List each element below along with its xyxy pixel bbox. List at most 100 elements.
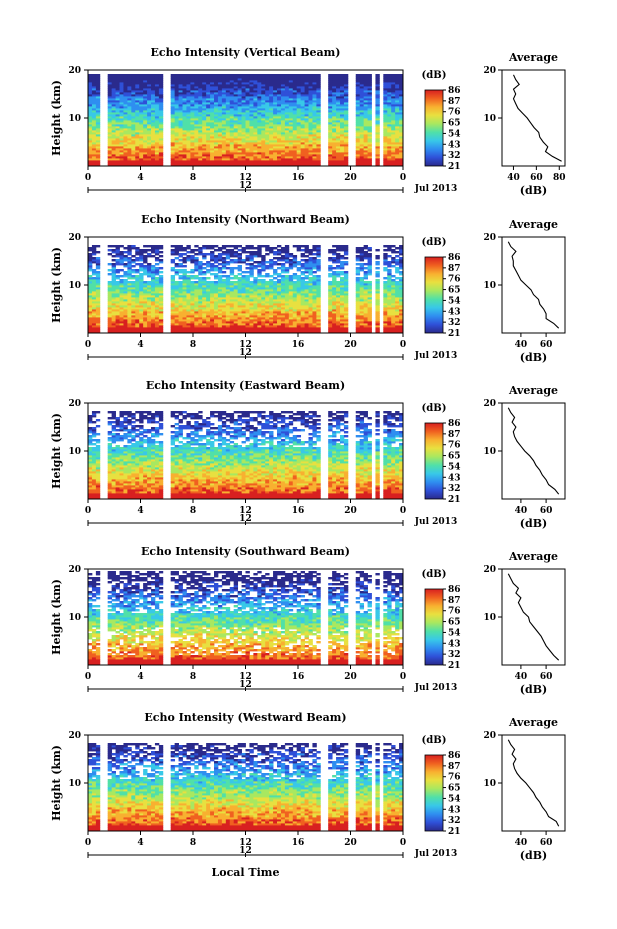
colorbar-tick-label: 54 bbox=[448, 129, 461, 139]
avg-y-tick-label: 10 bbox=[483, 114, 496, 124]
y-tick-label: 10 bbox=[68, 779, 81, 789]
avg-x-tick-label: 60 bbox=[540, 672, 553, 682]
x-tick-label: 0 bbox=[85, 340, 91, 350]
x-tick-label: 0 bbox=[400, 340, 406, 350]
colorbar-tick-label: 65 bbox=[448, 286, 461, 296]
avg-y-tick-label: 10 bbox=[483, 281, 496, 291]
avg-x-tick-label: 40 bbox=[515, 340, 528, 350]
colorbar-tick-label: 32 bbox=[448, 318, 461, 328]
average-panel: Average 20 10 40 60(dB) bbox=[483, 384, 566, 530]
colorbar-tick-label: 54 bbox=[448, 628, 461, 638]
colorbar-tick-label: 65 bbox=[448, 119, 461, 129]
average-frame bbox=[501, 734, 566, 832]
avg-x-tick-label: 40 bbox=[515, 672, 528, 682]
y-tick-label: 20 bbox=[68, 399, 81, 409]
x-tick-label: 8 bbox=[190, 173, 196, 183]
x-tick-label: 20 bbox=[344, 838, 357, 848]
x-tick-label: 12 bbox=[239, 672, 252, 682]
date-marker: 12 bbox=[239, 181, 252, 191]
panel-title: Echo Intensity (Northward Beam) bbox=[141, 213, 350, 226]
x-tick-label: 8 bbox=[190, 340, 196, 350]
avg-x-tick-label: 60 bbox=[540, 838, 553, 848]
colorbar-tick-label: 76 bbox=[448, 773, 461, 783]
month-label: Jul 2013 bbox=[414, 351, 457, 361]
month-label: Jul 2013 bbox=[414, 849, 457, 859]
x-tick-label: 16 bbox=[292, 173, 305, 183]
colorbar-tick-label: 43 bbox=[448, 639, 461, 649]
colorbar-tick-label: 54 bbox=[448, 462, 461, 472]
avg-x-axis-label: (dB) bbox=[520, 184, 547, 197]
average-title: Average bbox=[508, 384, 558, 397]
y-axis-label: Height (km) bbox=[50, 247, 63, 323]
average-frame bbox=[501, 402, 566, 500]
colorbar-tick-label: 65 bbox=[448, 452, 461, 462]
colorbar-tick-label: 86 bbox=[448, 585, 461, 595]
x-tick-label: 0 bbox=[85, 173, 91, 183]
x-tick-label: 4 bbox=[137, 672, 143, 682]
colorbar-tick-label: 21 bbox=[448, 827, 461, 837]
month-label: Jul 2013 bbox=[414, 184, 457, 194]
average-panel: Average 20 10 40 60 80 (dB) bbox=[483, 51, 565, 197]
colorbar-tick-label: 76 bbox=[448, 275, 461, 285]
avg-x-tick-label: 40 bbox=[515, 838, 528, 848]
colorbar bbox=[424, 89, 444, 167]
heatmap-cells bbox=[88, 571, 404, 666]
x-tick-label: 12 bbox=[239, 173, 252, 183]
colorbar-tick-label: 86 bbox=[448, 419, 461, 429]
x-tick-label: 0 bbox=[400, 838, 406, 848]
date-marker: 12 bbox=[239, 680, 252, 690]
avg-y-tick-label: 10 bbox=[483, 447, 496, 457]
colorbar-tick-label: 21 bbox=[448, 162, 461, 172]
average-panel: Average 20 10 40 60(dB) bbox=[483, 550, 566, 696]
avg-x-tick-label: 60 bbox=[540, 506, 553, 516]
x-tick-label: 12 bbox=[239, 340, 252, 350]
y-axis-label: Height (km) bbox=[50, 745, 63, 821]
average-frame bbox=[501, 69, 566, 167]
colorbar-unit: (dB) bbox=[422, 735, 447, 746]
panel-3: Echo Intensity (Eastward Beam) 20 10 Height… bbox=[50, 379, 566, 530]
colorbar bbox=[424, 588, 444, 666]
x-tick-label: 8 bbox=[190, 506, 196, 516]
x-tick-label: 8 bbox=[190, 838, 196, 848]
colorbar-tick-label: 54 bbox=[448, 794, 461, 804]
colorbar bbox=[424, 754, 444, 832]
x-tick-label: 4 bbox=[137, 506, 143, 516]
y-tick-label: 10 bbox=[68, 613, 81, 623]
avg-x-tick-label: 40 bbox=[507, 173, 520, 183]
y-axis-label: Height (km) bbox=[50, 80, 63, 156]
panel-1: Echo Intensity (Vertical Beam) 20 10 Height… bbox=[50, 46, 566, 197]
colorbar-tick-label: 65 bbox=[448, 784, 461, 794]
avg-y-tick-label: 20 bbox=[483, 66, 496, 76]
colorbar-tick-label: 54 bbox=[448, 296, 461, 306]
y-tick-label: 20 bbox=[68, 731, 81, 741]
average-panel: Average 20 10 40 60(dB) bbox=[483, 218, 566, 364]
colorbar-tick-label: 65 bbox=[448, 618, 461, 628]
panel-title: Echo Intensity (Eastward Beam) bbox=[146, 379, 345, 392]
x-tick-label: 8 bbox=[190, 672, 196, 682]
x-tick-label: 0 bbox=[400, 173, 406, 183]
heatmap-cells bbox=[88, 245, 404, 334]
colorbar-tick-label: 32 bbox=[448, 151, 461, 161]
colorbar-unit: (dB) bbox=[422, 403, 447, 414]
y-tick-label: 20 bbox=[68, 233, 81, 243]
colorbar bbox=[424, 256, 444, 334]
x-tick-label: 0 bbox=[400, 506, 406, 516]
average-title: Average bbox=[508, 218, 558, 231]
colorbar bbox=[424, 422, 444, 500]
panel-4: Echo Intensity (Southward Beam) 20 10 Heigh… bbox=[50, 545, 566, 696]
avg-x-tick-label: 60 bbox=[540, 340, 553, 350]
y-tick-label: 10 bbox=[68, 114, 81, 124]
avg-x-axis-label: (dB) bbox=[520, 517, 547, 530]
panel-2: Echo Intensity (Northward Beam) 20 10 Heigh… bbox=[50, 213, 566, 364]
avg-x-axis-label: (dB) bbox=[520, 683, 547, 696]
colorbar-tick-label: 87 bbox=[448, 430, 461, 440]
date-marker: 12 bbox=[239, 514, 252, 524]
x-tick-label: 12 bbox=[239, 506, 252, 516]
colorbar-tick-label: 32 bbox=[448, 816, 461, 826]
date-marker: 12 bbox=[239, 846, 252, 856]
x-tick-label: 20 bbox=[344, 173, 357, 183]
colorbar-tick-label: 86 bbox=[448, 86, 461, 96]
x-tick-label: 0 bbox=[85, 838, 91, 848]
average-panel: Average 20 10 40 60(dB) bbox=[483, 716, 566, 862]
